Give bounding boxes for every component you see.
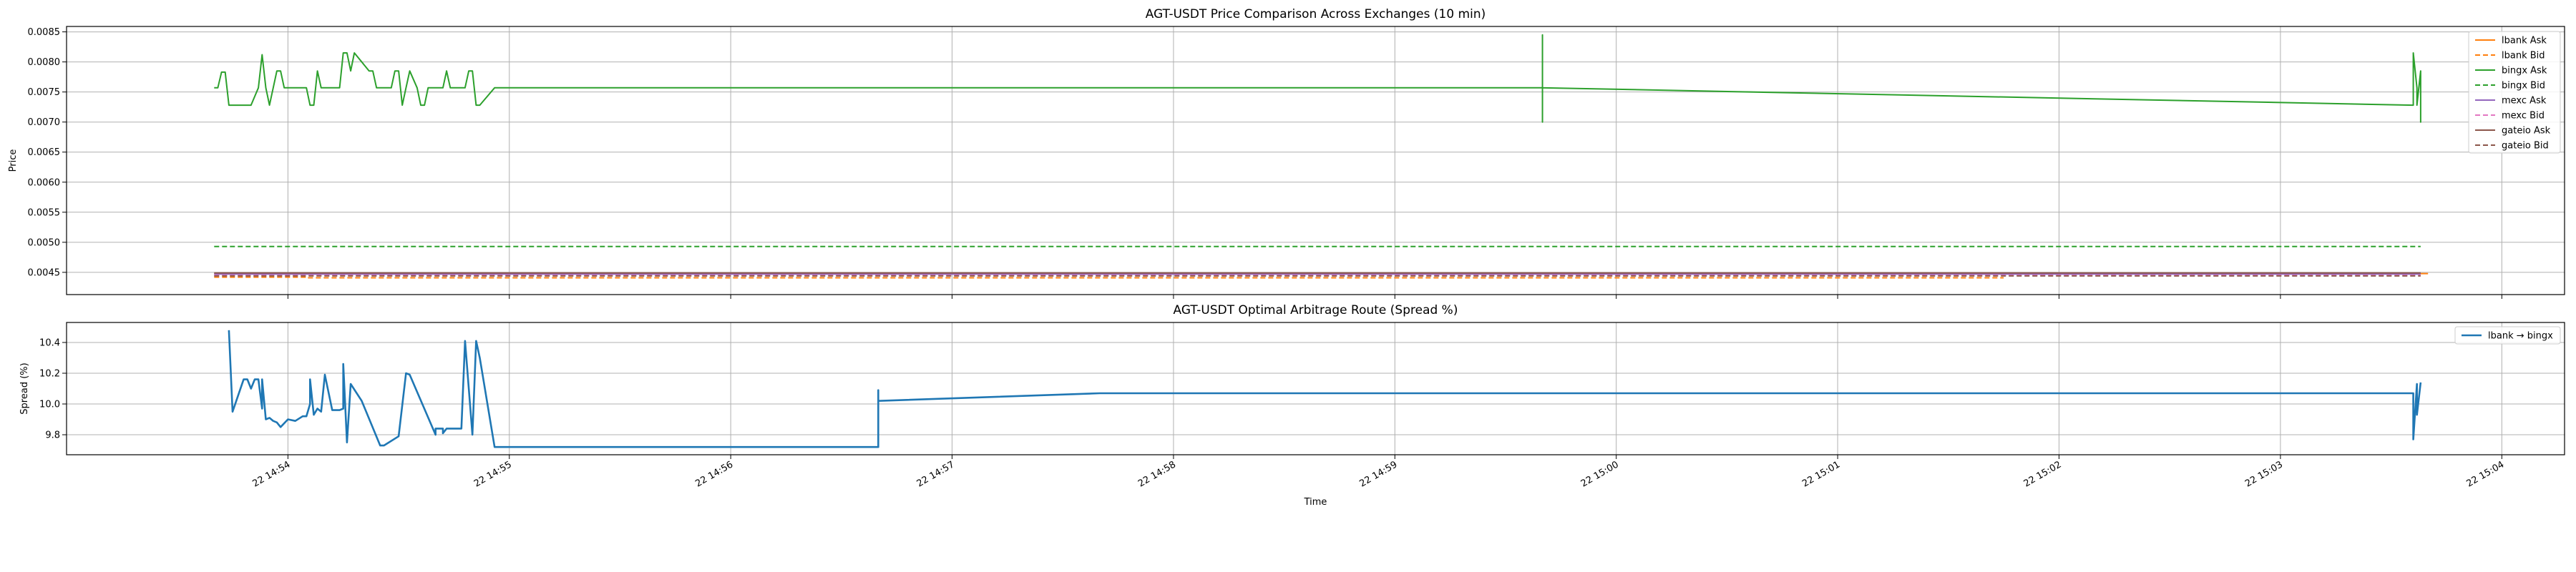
y-tick-label: 10.2 <box>39 368 60 379</box>
x-tick-label: 22 14:57 <box>915 459 957 489</box>
x-tick-label: 22 14:54 <box>251 459 293 489</box>
legend-entry: mexc Ask <box>2502 96 2547 107</box>
y-tick-label: 0.0085 <box>28 27 61 38</box>
spread-panel: AGT-USDT Optimal Arbitrage Route (Spread… <box>19 303 2565 459</box>
x-tick-label: 22 15:02 <box>2022 459 2064 489</box>
legend-frame <box>2468 31 2561 154</box>
series-line-bingx-ask <box>214 34 2421 123</box>
series-line-lbank-bingx <box>228 330 2422 448</box>
y-tick-label: 0.0080 <box>28 57 61 68</box>
x-tick-label: 22 15:00 <box>1579 459 1621 489</box>
x-tick-label: 22 14:59 <box>1358 459 1400 489</box>
y-tick-label: 0.0065 <box>28 147 61 158</box>
legend: lbank Ask lbank Bid bingx Ask bingx Bid mexc… <box>2468 31 2561 154</box>
legend-frame <box>2454 326 2561 345</box>
x-tick-label: 22 15:03 <box>2243 459 2285 489</box>
legend-entry: gateio Ask <box>2502 126 2551 137</box>
x-tick-label: 22 15:01 <box>1800 459 1842 489</box>
plot-frame <box>66 26 2565 295</box>
legend-entry: lbank Bid <box>2502 51 2545 61</box>
plot-frame <box>66 322 2565 455</box>
y-tick-label: 0.0050 <box>28 237 61 248</box>
y-axis-label: Price <box>8 149 19 172</box>
x-tick-label: 22 15:04 <box>2464 459 2506 489</box>
x-tick-label: 22 14:55 <box>472 459 514 489</box>
y-tick-label: 0.0060 <box>28 177 61 188</box>
legend-entry: bingx Bid <box>2502 81 2545 92</box>
chart-title: AGT-USDT Optimal Arbitrage Route (Spread… <box>1174 303 1458 317</box>
y-tick-label: 10.4 <box>39 337 60 348</box>
x-tick-label: 22 14:58 <box>1136 459 1178 489</box>
legend-entry: mexc Bid <box>2502 111 2545 122</box>
price-panel: AGT-USDT Price Comparison Across Exchang… <box>8 7 2565 299</box>
legend-entry: gateio Bid <box>2502 141 2549 152</box>
y-tick-label: 0.0070 <box>28 117 61 128</box>
y-axis-label: Spread (%) <box>19 363 30 414</box>
legend: lbank → bingx <box>2454 326 2561 345</box>
x-tick-label: 22 14:56 <box>693 459 735 489</box>
y-tick-label: 9.8 <box>45 430 60 441</box>
y-tick-label: 0.0055 <box>28 207 61 218</box>
legend-entry: lbank Ask <box>2502 36 2547 46</box>
y-tick-label: 0.0075 <box>28 87 61 98</box>
legend-entry: bingx Ask <box>2502 66 2547 77</box>
y-tick-label: 10.0 <box>39 400 60 410</box>
legend-entry: lbank → bingx <box>2488 331 2553 342</box>
chart-title: AGT-USDT Price Comparison Across Exchang… <box>1146 7 1486 21</box>
x-axis-label: Time <box>1304 497 1327 508</box>
series-line-lbank-bid <box>214 276 2004 279</box>
y-tick-label: 0.0045 <box>28 267 61 278</box>
